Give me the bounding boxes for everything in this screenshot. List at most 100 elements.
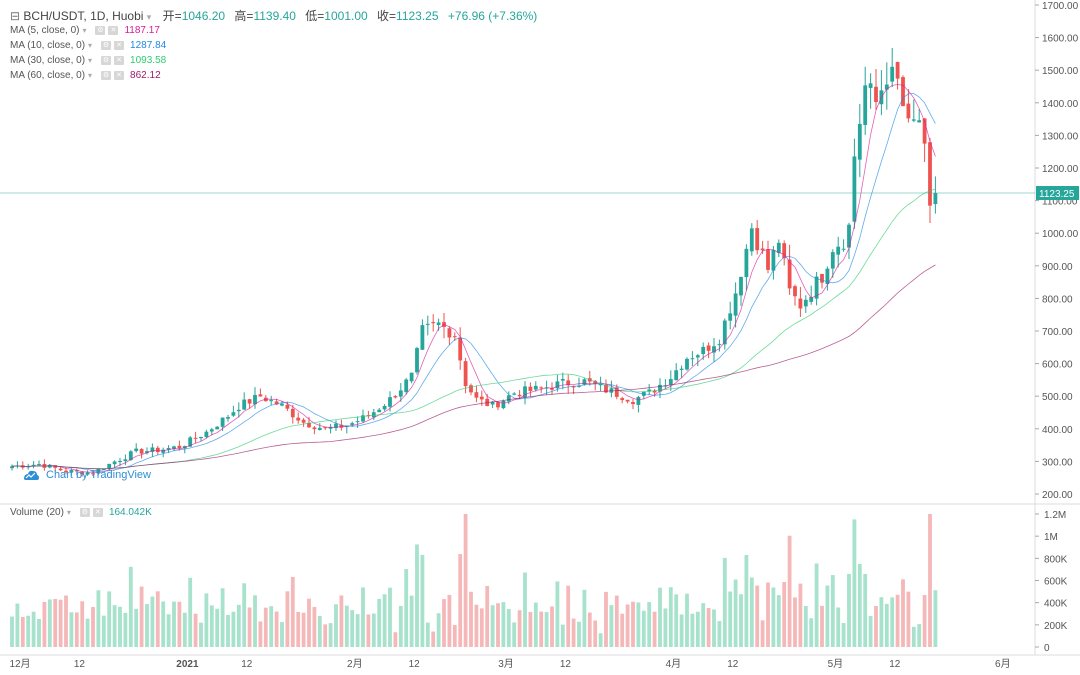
price-tick-label: 200.00 bbox=[1042, 490, 1073, 501]
chevron-down-icon[interactable]: ▾ bbox=[82, 26, 87, 35]
candle-body bbox=[609, 388, 614, 393]
volume-tick-label: 1M bbox=[1044, 532, 1058, 543]
volume-bar bbox=[139, 586, 144, 647]
chevron-down-icon[interactable]: ▾ bbox=[66, 508, 71, 517]
candle-body bbox=[517, 394, 522, 397]
close-icon[interactable]: ✕ bbox=[108, 26, 119, 35]
volume-bar bbox=[458, 554, 463, 647]
candle-body bbox=[226, 417, 230, 419]
volume-bar bbox=[825, 585, 830, 647]
close-icon[interactable]: ✕ bbox=[114, 56, 125, 65]
volume-bar bbox=[614, 595, 619, 647]
volume-bar bbox=[415, 544, 419, 647]
volume-bar bbox=[847, 573, 851, 647]
volume-bar bbox=[928, 514, 932, 647]
candle-body bbox=[814, 276, 819, 299]
chevron-down-icon[interactable]: ▾ bbox=[88, 41, 93, 50]
settings-icon[interactable]: ⚙ bbox=[101, 56, 112, 65]
candle-body bbox=[901, 77, 905, 107]
volume-bar bbox=[47, 599, 52, 647]
candle-body bbox=[793, 286, 797, 297]
volume-bar bbox=[328, 623, 333, 647]
volume-bar bbox=[506, 609, 511, 647]
indicator-ma5[interactable]: MA (5, close, 0) ▾ ⚙ ✕ 1187.17 bbox=[10, 25, 160, 36]
candle-body bbox=[69, 470, 74, 473]
candle-body bbox=[803, 299, 808, 307]
candle-body bbox=[220, 417, 225, 427]
volume-bar bbox=[118, 606, 122, 647]
tradingview-brand[interactable]: Chart by TradingView bbox=[22, 469, 151, 481]
close-icon[interactable]: ✕ bbox=[92, 508, 103, 517]
candle-body bbox=[809, 297, 814, 302]
candle-body bbox=[269, 400, 274, 402]
candle-body bbox=[852, 156, 857, 222]
close-icon[interactable]: ✕ bbox=[114, 71, 125, 80]
volume-bar bbox=[523, 572, 527, 647]
candle-body bbox=[253, 394, 257, 405]
candle-body bbox=[236, 409, 241, 412]
volume-bar bbox=[776, 595, 781, 647]
candle-body bbox=[782, 243, 787, 259]
candle-body bbox=[118, 460, 122, 463]
time-tick-label: 3月 bbox=[498, 658, 514, 670]
settings-icon[interactable]: ⚙ bbox=[95, 26, 106, 35]
candle-body bbox=[161, 449, 166, 453]
candle-body bbox=[636, 396, 641, 405]
indicator-value: 862.12 bbox=[130, 70, 161, 81]
candle-body bbox=[755, 228, 760, 251]
volume-bar bbox=[685, 593, 689, 647]
indicator-value: 1187.17 bbox=[124, 25, 160, 36]
indicator-ma10[interactable]: MA (10, close, 0) ▾ ⚙ ✕ 1287.84 bbox=[10, 40, 166, 51]
indicator-label: MA (60, close, 0) bbox=[10, 70, 86, 81]
volume-bar bbox=[74, 612, 79, 647]
volume-legend[interactable]: Volume (20) ▾ ⚙ ✕ 164.042K bbox=[10, 507, 152, 518]
candle-body bbox=[474, 392, 479, 398]
candle-body bbox=[685, 358, 689, 370]
volume-bar bbox=[593, 620, 598, 647]
candle-body bbox=[258, 394, 263, 397]
candle-body bbox=[749, 228, 754, 252]
volume-bar bbox=[668, 587, 673, 647]
time-tick-label: 5月 bbox=[828, 658, 844, 670]
candle-body bbox=[668, 379, 673, 386]
volume-tick-label: 800K bbox=[1044, 554, 1068, 565]
candle-body bbox=[334, 423, 338, 429]
volume-bar bbox=[658, 587, 662, 647]
time-tick-label: 6月 bbox=[995, 658, 1011, 670]
chevron-down-icon[interactable]: ▾ bbox=[88, 71, 93, 80]
symbol-label[interactable]: BCH/USDT, 1D, Huobi bbox=[23, 9, 144, 23]
candle-body bbox=[523, 386, 527, 398]
volume-bar bbox=[857, 564, 862, 647]
settings-icon[interactable]: ⚙ bbox=[101, 41, 112, 50]
price-tick-label: 700.00 bbox=[1042, 327, 1073, 338]
candle-body bbox=[80, 471, 85, 475]
candle-body bbox=[933, 193, 938, 205]
chevron-down-icon[interactable]: ▾ bbox=[88, 56, 93, 65]
time-tick-label: 12月 bbox=[9, 658, 30, 670]
volume-bar bbox=[382, 594, 387, 647]
volume-bar bbox=[96, 590, 101, 647]
candle-body bbox=[582, 379, 587, 385]
candle-body bbox=[598, 383, 603, 386]
chevron-down-icon[interactable]: ▾ bbox=[146, 12, 152, 22]
candle-body bbox=[242, 399, 247, 410]
volume-bar bbox=[398, 605, 403, 647]
volume-bar bbox=[911, 626, 916, 647]
price-tick-label: 600.00 bbox=[1042, 360, 1073, 371]
close-icon[interactable]: ✕ bbox=[114, 41, 125, 50]
settings-icon[interactable]: ⚙ bbox=[79, 508, 90, 517]
price-tick-label: 1600.00 bbox=[1042, 34, 1079, 45]
volume-bar bbox=[155, 591, 160, 647]
volume-bar bbox=[836, 607, 841, 647]
price-tick-label: 300.00 bbox=[1042, 457, 1073, 468]
indicator-ma60[interactable]: MA (60, close, 0) ▾ ⚙ ✕ 862.12 bbox=[10, 70, 161, 81]
volume-bar bbox=[231, 611, 236, 647]
volume-bar bbox=[371, 613, 376, 647]
volume-bar bbox=[404, 569, 409, 647]
collapse-icon[interactable]: ⊟ bbox=[10, 9, 21, 23]
volume-bar bbox=[917, 624, 922, 647]
indicator-ma30[interactable]: MA (30, close, 0) ▾ ⚙ ✕ 1093.58 bbox=[10, 55, 166, 66]
settings-icon[interactable]: ⚙ bbox=[101, 71, 112, 80]
volume-bar bbox=[533, 602, 538, 647]
